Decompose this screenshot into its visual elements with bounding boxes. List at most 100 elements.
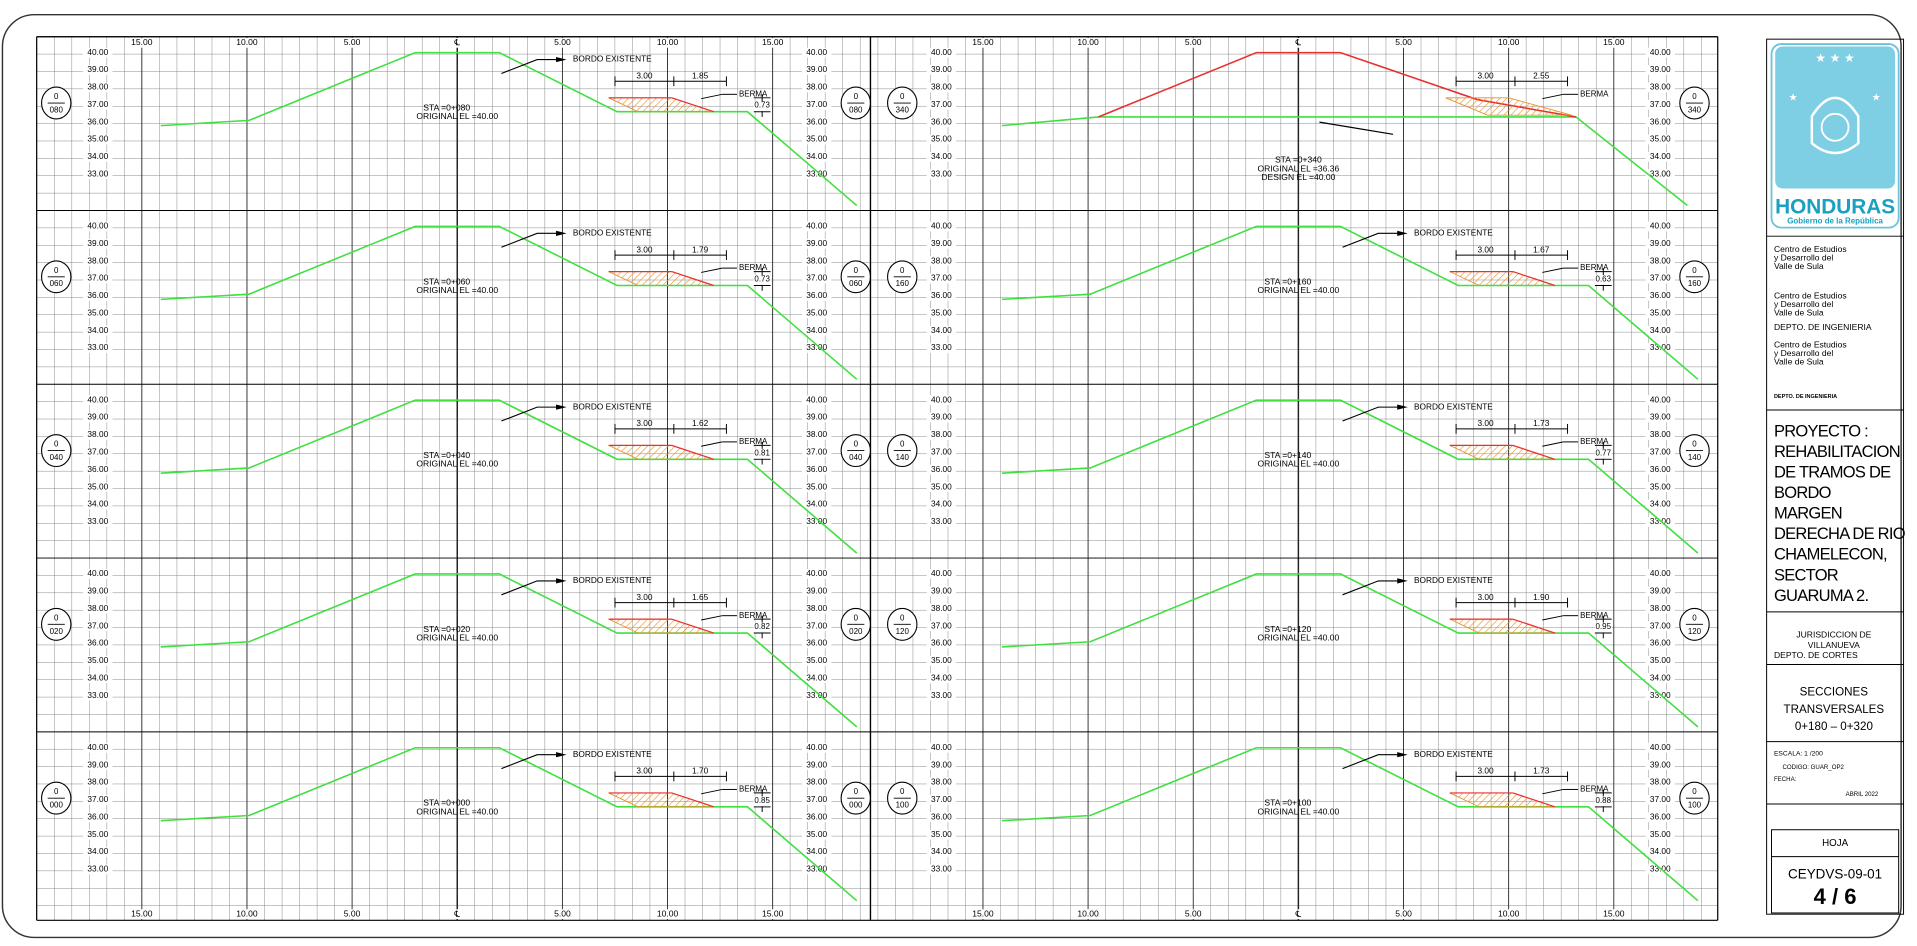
elevation-label: 38.00 xyxy=(806,777,827,787)
dept-small: DEPTO. DE INGENIERIA xyxy=(1774,394,1837,400)
label-bg xyxy=(1645,117,1675,128)
bordo-label: BORDO EXISTENTE xyxy=(1414,401,1493,411)
offset-label: 10.00 xyxy=(1498,37,1520,47)
elevation-label: 37.00 xyxy=(806,447,827,457)
elevation-label: 37.00 xyxy=(806,273,827,283)
bordo-leader xyxy=(501,406,561,422)
label-bg xyxy=(802,325,832,336)
fill-area xyxy=(1449,792,1556,808)
station-text: STA =0+040 xyxy=(423,450,470,460)
label-bg xyxy=(802,273,832,284)
label-bg xyxy=(83,569,113,579)
bubble-top: 0 xyxy=(54,92,59,101)
label-bg xyxy=(802,586,832,597)
label-bg xyxy=(1599,909,1629,920)
label-bg xyxy=(232,37,262,48)
bubble-top: 0 xyxy=(54,613,59,622)
elevation-label: 37.00 xyxy=(1650,794,1671,804)
arrow-head xyxy=(1397,578,1408,584)
original-elevation: ORIGINAL EL =40.00 xyxy=(1257,806,1339,816)
elevation-label: 33.00 xyxy=(806,690,827,700)
label-bg xyxy=(802,794,832,805)
elevation-label: 35.00 xyxy=(1650,829,1671,839)
elevation-label: 34.00 xyxy=(1650,151,1671,161)
label-bg xyxy=(1645,742,1675,753)
label-bg xyxy=(802,499,832,510)
elevation-label: 40.00 xyxy=(806,742,827,752)
offset-label: 15.00 xyxy=(972,37,994,47)
elevation-label: 35.00 xyxy=(1650,307,1671,317)
label-bg xyxy=(1645,586,1675,597)
bubble-bottom: 160 xyxy=(896,279,910,288)
elevation-label: 34.00 xyxy=(806,499,827,509)
elevation-label: 33.00 xyxy=(87,516,108,526)
label-bg xyxy=(337,37,367,48)
elevation-label: 34.00 xyxy=(931,499,952,509)
dimension-label: 3.00 xyxy=(636,244,653,254)
title-block-frame xyxy=(1766,38,1905,915)
org-line: y Desarrollo del xyxy=(1774,252,1833,262)
elevation-label: 37.00 xyxy=(1650,447,1671,457)
label-bg xyxy=(753,275,771,285)
label-bg xyxy=(926,325,957,336)
label-bg xyxy=(926,343,957,353)
dimension-label: 3.00 xyxy=(1477,71,1494,81)
elevation-label: 38.00 xyxy=(1650,777,1671,787)
elevation-label: 38.00 xyxy=(806,603,827,613)
label-bg xyxy=(1645,569,1675,579)
elevation-label: 39.00 xyxy=(806,759,827,769)
elevation-label: 39.00 xyxy=(1650,64,1671,74)
elevation-label: 36.00 xyxy=(806,811,827,821)
bordo-label: BORDO EXISTENTE xyxy=(573,749,652,759)
elevation-label: 34.00 xyxy=(931,151,952,161)
bubble-top: 0 xyxy=(900,613,905,622)
note-arrow xyxy=(1319,121,1394,135)
elevation-label: 36.00 xyxy=(931,811,952,821)
label-bg xyxy=(83,169,113,180)
label-bg xyxy=(802,690,832,701)
original-elevation: ORIGINAL EL =40.00 xyxy=(1257,633,1339,643)
org-line: y Desarrollo del xyxy=(1774,299,1833,309)
label-bg xyxy=(1594,796,1612,807)
elevation-label: 37.00 xyxy=(87,620,108,630)
elevation-label: 38.00 xyxy=(1650,82,1671,92)
org-line: Centro de Estudios xyxy=(1774,339,1847,349)
label-bg xyxy=(926,151,957,162)
elevation-label: 36.00 xyxy=(87,464,108,474)
label-bg xyxy=(926,569,957,579)
elevation-label: 34.00 xyxy=(806,846,827,856)
content-line: SECCIONES xyxy=(1800,686,1869,699)
label-bg xyxy=(83,221,113,232)
label-bg xyxy=(1645,65,1675,75)
fill-area xyxy=(608,97,714,113)
elevation-label: 37.00 xyxy=(87,99,108,109)
elevation-label: 39.00 xyxy=(806,238,827,248)
bordo-label: BORDO EXISTENTE xyxy=(573,228,652,238)
offset-label: 10.00 xyxy=(657,908,679,918)
elevation-label: 34.00 xyxy=(87,672,108,682)
berma-leader xyxy=(1542,93,1564,100)
elevation-label: 39.00 xyxy=(87,759,108,769)
elevation-label: 34.00 xyxy=(1650,672,1671,682)
sheet-number: 4 / 6 xyxy=(1814,884,1857,909)
elevation-label: 40.00 xyxy=(1650,221,1671,231)
label-bg xyxy=(802,412,832,423)
bubble-top: 0 xyxy=(54,787,59,796)
label-bg xyxy=(926,221,957,232)
bubble-bottom: 160 xyxy=(1688,279,1702,288)
label-bg xyxy=(802,117,832,128)
label-bg xyxy=(1645,829,1675,840)
elevation-label: 33.00 xyxy=(931,168,952,178)
elevation-label: 37.00 xyxy=(87,794,108,804)
elevation-label: 37.00 xyxy=(806,620,827,630)
design-line xyxy=(671,792,714,808)
label-bg xyxy=(802,82,832,93)
label-bg xyxy=(83,864,113,875)
label-bg xyxy=(926,238,957,249)
elevation-label: 37.00 xyxy=(87,273,108,283)
fill-area xyxy=(608,271,714,286)
original-elevation: ORIGINAL EL =40.00 xyxy=(416,459,498,469)
elevation-label: 34.00 xyxy=(87,325,108,335)
berma-label: BERMA xyxy=(1580,611,1609,620)
elevation-label: 37.00 xyxy=(931,99,952,109)
